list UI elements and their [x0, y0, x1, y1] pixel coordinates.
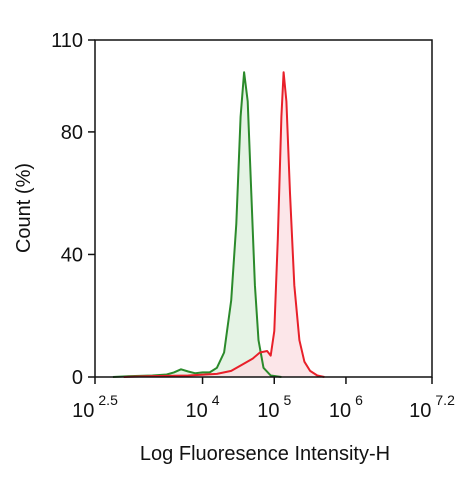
x-tick-power: 6	[355, 392, 363, 408]
x-tick-power: 5	[283, 392, 291, 408]
y-tick-label: 40	[61, 244, 83, 266]
x-tick-base: 10	[72, 400, 94, 422]
y-tick-label: 110	[51, 30, 83, 52]
y-axis-label: Count (%)	[13, 163, 35, 253]
x-tick-base: 10	[257, 400, 279, 422]
x-axis-label: Log Fluoresence Intensity-H	[140, 443, 390, 465]
x-tick-label: 10 5	[257, 392, 291, 422]
x-tick-label: 10 2.5	[72, 392, 118, 422]
line	[123, 71, 325, 378]
area	[123, 72, 325, 377]
x-tick-base: 10	[409, 400, 431, 422]
x-tick-power: 4	[212, 392, 220, 408]
plot-frame	[94, 39, 433, 378]
x-tick-label: 10 7.2	[409, 392, 455, 422]
x-tick-base: 10	[186, 400, 208, 422]
y-tick-label: 80	[61, 122, 83, 144]
y-tick-label: 0	[72, 367, 83, 389]
x-tick-label: 10 4	[186, 392, 220, 422]
area	[112, 72, 282, 377]
x-tick-power: 2.5	[98, 392, 118, 408]
line	[112, 71, 282, 378]
x-tick-base: 10	[329, 400, 351, 422]
x-tick-power: 7.2	[435, 392, 455, 408]
x-tick-label: 10 6	[329, 392, 363, 422]
